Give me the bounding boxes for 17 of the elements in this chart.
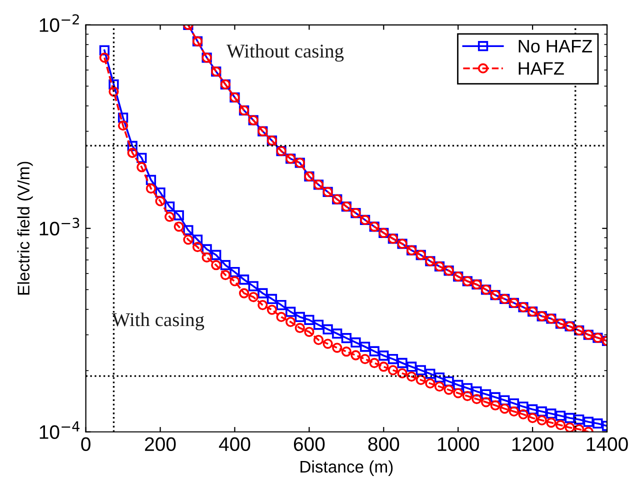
x-tick-label: 800: [368, 437, 400, 452]
x-tick-label: 1400: [586, 437, 628, 452]
y-tick-label: 10$^{−3}$: [40, 218, 80, 236]
y-tick-label: 10$^{−2}$: [40, 14, 79, 32]
legend-label: HAFZ: [518, 62, 564, 75]
y-axis-title: Electric field (V/m): [17, 162, 33, 295]
x-tick-label: 1000: [438, 437, 479, 452]
x-tick-label: 400: [218, 437, 250, 452]
x-tick-label: 200: [145, 437, 176, 452]
y-tick-label: 10$^{−4}$: [40, 421, 80, 439]
annotation: With casing: [112, 312, 204, 330]
x-tick-label: 1200: [512, 437, 554, 452]
x-tick-label: 600: [294, 437, 325, 452]
legend-label: No HAFZ: [518, 40, 592, 53]
annotation: Without casing: [226, 44, 344, 62]
x-axis-title: Distance (m): [300, 460, 393, 476]
x-tick-label: 0: [81, 437, 90, 452]
